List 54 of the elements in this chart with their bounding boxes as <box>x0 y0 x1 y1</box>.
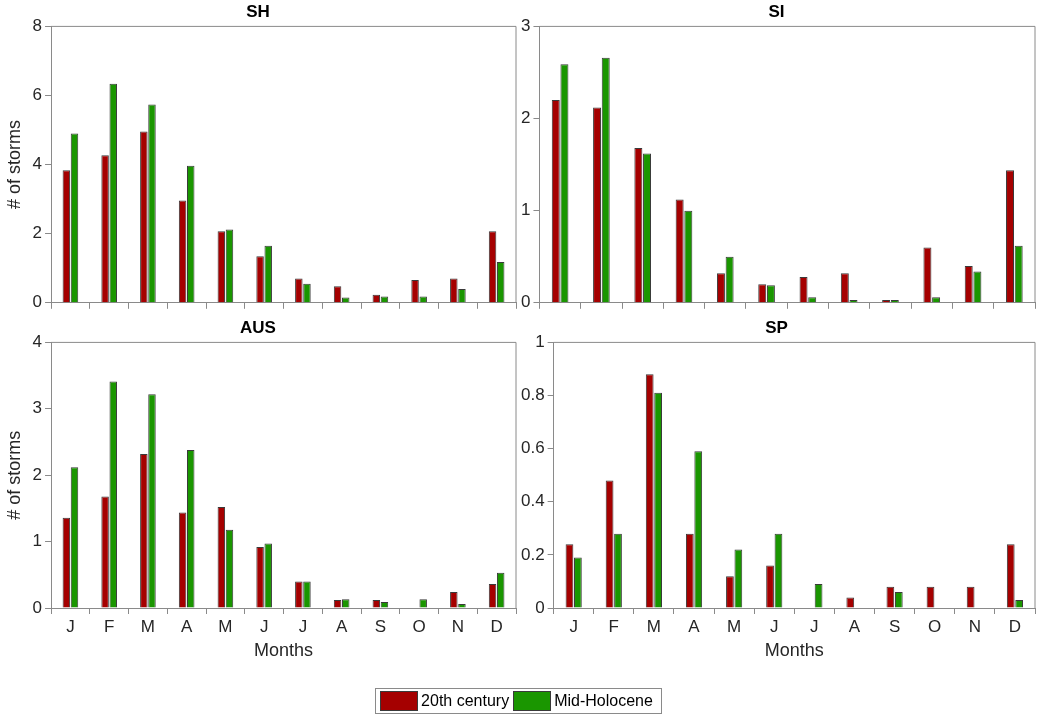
chart-title: SP <box>765 317 788 337</box>
x-tick-label: O <box>928 616 942 636</box>
y-tick-label: 1 <box>32 531 43 551</box>
x-axis-title: Months <box>764 640 824 661</box>
x-tick-label: S <box>888 616 901 636</box>
x-tick-label: J <box>298 616 308 636</box>
x-tick-label: A <box>180 616 193 636</box>
x-tick-label: N <box>968 616 981 636</box>
chart-title: AUS <box>240 317 276 337</box>
x-tick-label: O <box>412 616 426 636</box>
x-tick-label: D <box>1008 616 1022 636</box>
x-axis-title: Months <box>254 640 314 661</box>
y-tick-label: 2 <box>32 464 43 484</box>
y-tick-label: 8 <box>32 16 43 36</box>
y-tick-label: 0 <box>520 292 531 312</box>
x-tick-label: M <box>727 616 742 636</box>
y-tick-label: 2 <box>32 223 43 243</box>
x-tick-label: F <box>608 616 619 636</box>
y-tick-label: 4 <box>32 332 43 352</box>
x-tick-label: A <box>688 616 701 636</box>
chart-title: SH <box>246 1 270 21</box>
y-tick-label: 3 <box>520 16 531 36</box>
legend-label: Mid-Holocene <box>554 692 653 710</box>
y-tick-label: 2 <box>520 108 531 128</box>
y-tick-label: 0.2 <box>520 544 545 564</box>
chart-title: SI <box>768 1 785 21</box>
x-tick-label: M <box>646 616 661 636</box>
x-tick-label: J <box>66 616 75 636</box>
legend-label: 20th century <box>421 692 510 710</box>
y-tick-label: 1 <box>535 332 545 352</box>
x-tick-label: J <box>810 616 819 636</box>
x-tick-label: D <box>490 616 503 636</box>
y-tick-label: 0.6 <box>520 438 545 458</box>
x-tick-label: J <box>770 616 779 636</box>
x-tick-label: A <box>335 616 348 636</box>
y-tick-label: 0 <box>535 597 545 617</box>
y-tick-label: 0.8 <box>520 385 545 405</box>
y-tick-label: 6 <box>32 85 43 105</box>
x-tick-label: M <box>218 616 233 636</box>
x-tick-label: F <box>103 616 115 636</box>
y-tick-label: 4 <box>32 154 43 174</box>
x-tick-label: S <box>374 616 387 636</box>
y-tick-label: 0.4 <box>520 491 545 511</box>
y-tick-label: 3 <box>32 398 43 418</box>
x-tick-label: A <box>848 616 861 636</box>
y-tick-label: 0 <box>32 292 43 312</box>
y-axis-title: # of storms <box>3 120 24 210</box>
x-tick-label: N <box>451 616 465 636</box>
y-tick-label: 0 <box>32 597 43 617</box>
x-tick-label: M <box>140 616 155 636</box>
y-axis-title: # of storms <box>3 430 24 520</box>
x-tick-label: J <box>259 616 269 636</box>
x-tick-label: J <box>569 616 578 636</box>
y-tick-label: 1 <box>520 200 531 220</box>
